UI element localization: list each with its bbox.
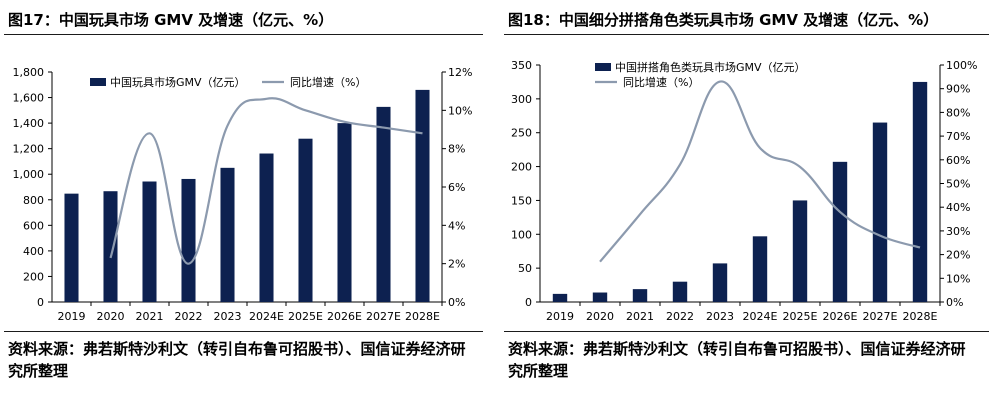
title-divider bbox=[4, 34, 483, 35]
y-right-tick-label: 30% bbox=[946, 225, 970, 238]
y-left-tick-label: 800 bbox=[23, 194, 44, 207]
source-note: 资料来源：弗若斯特沙利文（转引自布鲁可招股书）、国信证券经济研究所整理 bbox=[508, 340, 966, 380]
bar bbox=[912, 81, 928, 302]
y-right-tick-label: 60% bbox=[946, 154, 970, 167]
x-tick-label: 2024E bbox=[249, 310, 284, 323]
x-tick-label: 2020 bbox=[586, 310, 614, 323]
y-left-tick-label: 1,800 bbox=[13, 66, 45, 79]
x-tick-label: 2021 bbox=[136, 310, 164, 323]
bar bbox=[298, 138, 313, 302]
y-right-tick-label: 10% bbox=[946, 272, 970, 285]
chart-panel-building-toys-gmv: 图18：中国细分拼搭角色类玩具市场 GMV 及增速（亿元、%） 0 50 100 15… bbox=[500, 0, 993, 410]
gmv-combo-chart: 0 200 400 600 800 1,000 1,200 1,400 1,600 1,800 0%… bbox=[13, 66, 473, 323]
y-left-tick-label: 250 bbox=[511, 127, 532, 140]
bar bbox=[712, 263, 728, 302]
y-right-tick-label: 50% bbox=[946, 178, 970, 191]
x-tick-label: 2019 bbox=[58, 310, 86, 323]
legend-bar-label: 中国拼搭角色类玩具市场GMV（亿元） bbox=[615, 60, 806, 74]
y-right-tick-label: 70% bbox=[946, 130, 970, 143]
y-left-tick-label: 0 bbox=[37, 296, 44, 309]
bar bbox=[376, 106, 391, 302]
growth-line bbox=[109, 97, 423, 265]
title-divider bbox=[504, 34, 989, 35]
y-right-tick-label: 8% bbox=[448, 143, 465, 156]
x-tick-label: 2023 bbox=[706, 310, 734, 323]
bar bbox=[872, 122, 888, 302]
bar bbox=[415, 89, 430, 302]
bar bbox=[181, 178, 196, 302]
legend-line-label: 同比增速（%） bbox=[290, 75, 366, 89]
y-left-tick-label: 150 bbox=[511, 194, 532, 207]
legend-bar-label: 中国玩具市场GMV（亿元） bbox=[110, 75, 246, 89]
y-left-tick-label: 350 bbox=[511, 59, 532, 72]
y-left-tick-label: 100 bbox=[511, 228, 532, 241]
y-left-tick-label: 1,000 bbox=[13, 168, 45, 181]
source-divider bbox=[4, 331, 483, 332]
bar bbox=[337, 123, 352, 302]
x-tick-label: 2026E bbox=[327, 310, 362, 323]
x-tick-label: 2020 bbox=[97, 310, 125, 323]
y-right-tick-label: 12% bbox=[448, 66, 472, 79]
y-right-tick-label: 90% bbox=[946, 83, 970, 96]
bar bbox=[672, 281, 688, 302]
building-toys-combo-chart: 0 50 100 150 200 250 300 350 0% 10% 20% 30% 40% 50% 60… bbox=[511, 59, 977, 323]
chart-panel-market-gmv: 图17：中国玩具市场 GMV 及增速（亿元、%） 0 200 400 600 800 1,… bbox=[0, 0, 487, 410]
x-tick-label: 2027E bbox=[366, 310, 401, 323]
bar bbox=[832, 161, 848, 302]
x-tick-label: 2021 bbox=[626, 310, 654, 323]
y-right-tick-label: 80% bbox=[946, 106, 970, 119]
y-right-tick-label: 20% bbox=[946, 249, 970, 262]
y-left-tick-label: 1,200 bbox=[13, 143, 45, 156]
y-left-tick-label: 300 bbox=[511, 93, 532, 106]
x-tick-label: 2026E bbox=[823, 310, 858, 323]
bar bbox=[592, 292, 608, 302]
y-right-tick-label: 10% bbox=[448, 104, 472, 117]
y-left-tick-label: 1,400 bbox=[13, 117, 45, 130]
source-note: 资料来源：弗若斯特沙利文（转引自布鲁可招股书）、国信证券经济研究所整理 bbox=[8, 340, 466, 380]
x-tick-label: 2019 bbox=[546, 310, 574, 323]
bar bbox=[103, 191, 118, 302]
y-right-tick-label: 4% bbox=[448, 219, 465, 232]
x-tick-label: 2027E bbox=[863, 310, 898, 323]
x-tick-label: 2025E bbox=[783, 310, 818, 323]
bar bbox=[220, 167, 235, 302]
y-right-tick-label: 100% bbox=[946, 59, 977, 72]
y-right-tick-label: 6% bbox=[448, 181, 465, 194]
bar bbox=[259, 153, 274, 302]
x-tick-label: 2028E bbox=[903, 310, 938, 323]
x-tick-label: 2024E bbox=[743, 310, 778, 323]
growth-line bbox=[599, 80, 921, 263]
y-right-tick-label: 40% bbox=[946, 201, 970, 214]
bar bbox=[752, 236, 768, 302]
x-tick-label: 2025E bbox=[288, 310, 323, 323]
source-divider bbox=[504, 331, 989, 332]
y-left-tick-label: 50 bbox=[518, 262, 532, 275]
chart-title: 图17：中国玩具市场 GMV 及增速（亿元、%） bbox=[8, 11, 334, 29]
bar bbox=[632, 289, 648, 302]
bar bbox=[792, 200, 808, 302]
y-left-tick-label: 1,600 bbox=[13, 92, 45, 105]
legend-bar-swatch bbox=[595, 63, 611, 71]
bar bbox=[142, 181, 157, 302]
y-left-tick-label: 200 bbox=[23, 270, 44, 283]
x-tick-label: 2022 bbox=[666, 310, 694, 323]
legend-line-label: 同比增速（%） bbox=[623, 75, 699, 89]
legend-bar-swatch bbox=[90, 78, 106, 86]
bar bbox=[552, 293, 568, 302]
y-right-tick-label: 0% bbox=[448, 296, 465, 309]
x-tick-label: 2022 bbox=[175, 310, 203, 323]
y-left-tick-label: 0 bbox=[525, 296, 532, 309]
y-left-tick-label: 600 bbox=[23, 219, 44, 232]
y-left-tick-label: 400 bbox=[23, 245, 44, 258]
bar bbox=[64, 193, 79, 302]
y-right-tick-label: 0% bbox=[946, 296, 963, 309]
y-right-tick-label: 2% bbox=[448, 258, 465, 271]
y-left-tick-label: 200 bbox=[511, 161, 532, 174]
x-tick-label: 2023 bbox=[214, 310, 242, 323]
x-tick-label: 2028E bbox=[405, 310, 440, 323]
chart-title: 图18：中国细分拼搭角色类玩具市场 GMV 及增速（亿元、%） bbox=[508, 11, 939, 29]
